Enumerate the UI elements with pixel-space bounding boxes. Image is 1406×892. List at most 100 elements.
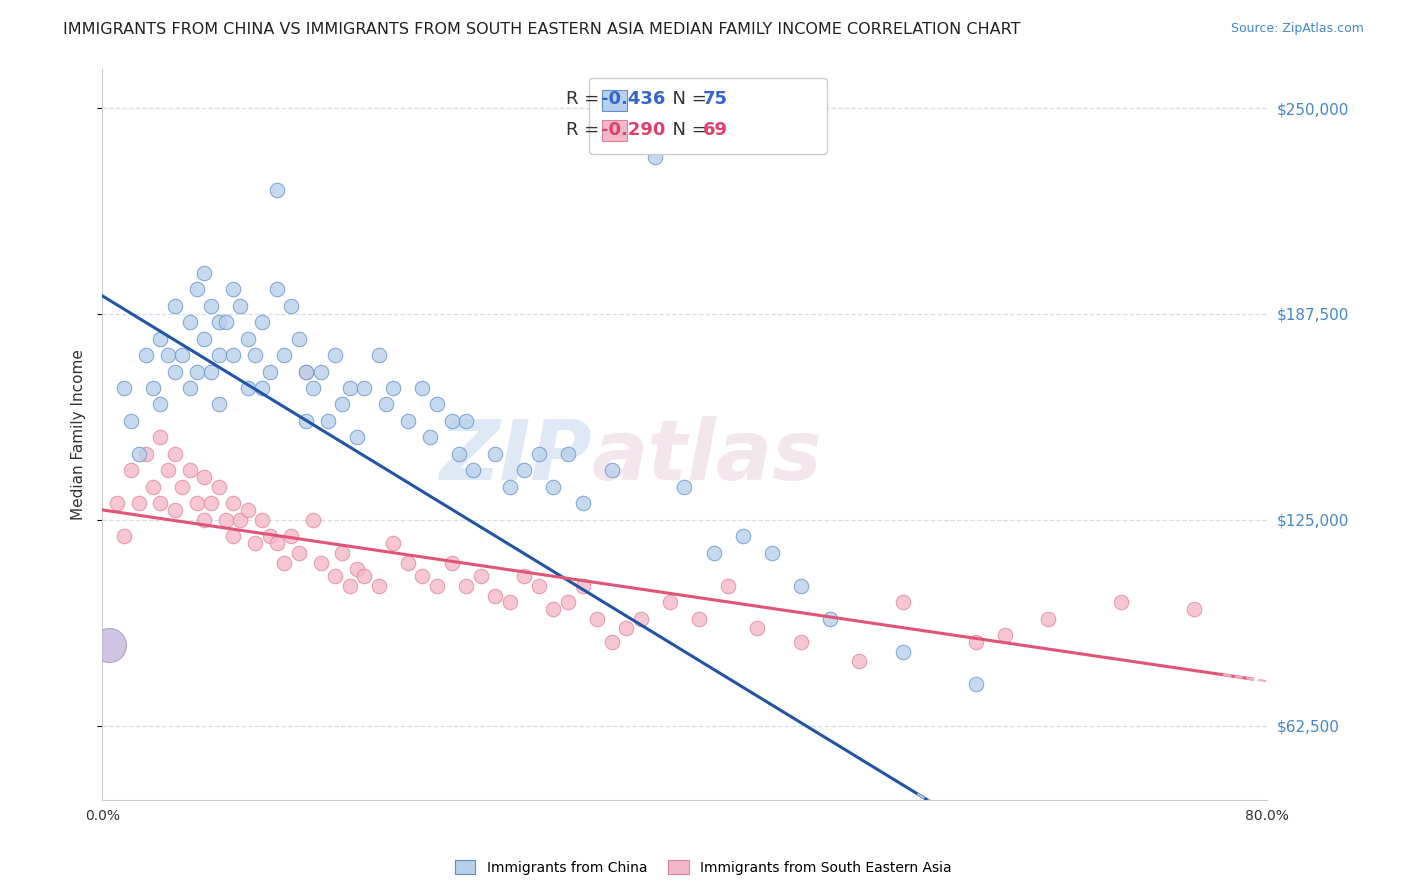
Point (222, 496, 245, 510)
Point (848, 654, 870, 668)
Point (287, 546, 309, 560)
Point (98, 638, 121, 652)
Point (252, 315, 274, 329)
Point (367, 579, 389, 593)
Point (135, 348, 157, 362)
Point (295, 414, 318, 428)
Point (229, 299, 252, 313)
Point (259, 365, 281, 379)
Point (382, 381, 405, 395)
Point (717, 579, 740, 593)
Point (447, 447, 470, 461)
Point (426, 397, 449, 411)
Point (470, 568, 492, 582)
Point (163, 365, 186, 379)
Point (375, 397, 398, 411)
Point (179, 315, 201, 329)
Point (614, 622, 637, 636)
Point (527, 579, 550, 593)
Point (142, 480, 165, 494)
Point (200, 496, 222, 510)
Point (156, 463, 179, 477)
Point (215, 315, 238, 329)
Point (156, 348, 179, 362)
Point (571, 579, 593, 593)
Point (295, 365, 318, 379)
Point (208, 315, 231, 329)
Point (309, 365, 332, 379)
Point (309, 556, 332, 570)
Point (273, 556, 295, 570)
Point (891, 595, 914, 609)
Point (440, 556, 463, 570)
Point (186, 496, 208, 510)
Text: R =: R = (565, 90, 605, 108)
Text: 75: 75 (703, 90, 728, 108)
Point (419, 430, 441, 444)
Legend:                               ,                               : , (589, 78, 827, 153)
Point (600, 463, 623, 477)
Point (499, 595, 522, 609)
Point (1182, 601, 1205, 615)
Point (440, 414, 463, 428)
Point (673, 480, 696, 494)
Point (484, 447, 506, 461)
Point (323, 568, 346, 582)
Text: -0.436: -0.436 (600, 90, 665, 108)
Point (172, 480, 194, 494)
Text: 69: 69 (703, 121, 728, 139)
Text: Source: ZipAtlas.com: Source: ZipAtlas.com (1230, 22, 1364, 36)
Point (128, 496, 150, 510)
Point (112, 529, 135, 543)
Point (346, 430, 368, 444)
Point (396, 556, 419, 570)
Legend: Immigrants from China, Immigrants from South Eastern Asia: Immigrants from China, Immigrants from S… (449, 855, 957, 880)
Point (332, 546, 354, 560)
Point (499, 480, 522, 494)
Point (149, 397, 172, 411)
Point (215, 513, 238, 527)
Point (128, 447, 150, 461)
Text: N =: N = (661, 90, 713, 108)
Point (112, 381, 135, 395)
Point (163, 503, 186, 517)
Point (193, 513, 215, 527)
Point (747, 622, 769, 636)
Y-axis label: Median Family Income: Median Family Income (72, 349, 86, 519)
Point (543, 480, 565, 494)
Point (193, 332, 215, 346)
Point (243, 536, 266, 550)
Point (367, 348, 389, 362)
Point (208, 397, 231, 411)
Point (266, 536, 288, 550)
Point (222, 348, 245, 362)
Point (513, 463, 536, 477)
Point (965, 677, 987, 691)
Point (658, 595, 681, 609)
Point (456, 414, 478, 428)
Point (426, 579, 449, 593)
Point (295, 365, 318, 379)
Point (142, 381, 165, 395)
Point (236, 332, 259, 346)
Point (149, 332, 172, 346)
Point (790, 634, 813, 648)
Point (456, 579, 478, 593)
Point (382, 536, 405, 550)
Point (1109, 595, 1132, 609)
Point (280, 299, 302, 313)
Point (586, 611, 609, 625)
Point (965, 634, 987, 648)
Point (339, 381, 361, 395)
Point (818, 611, 841, 625)
Point (273, 348, 295, 362)
Point (252, 513, 274, 527)
Point (186, 282, 208, 296)
Point (302, 513, 325, 527)
Point (463, 463, 485, 477)
Point (229, 513, 252, 527)
Point (236, 503, 259, 517)
Point (179, 463, 201, 477)
Point (243, 348, 266, 362)
Point (172, 348, 194, 362)
